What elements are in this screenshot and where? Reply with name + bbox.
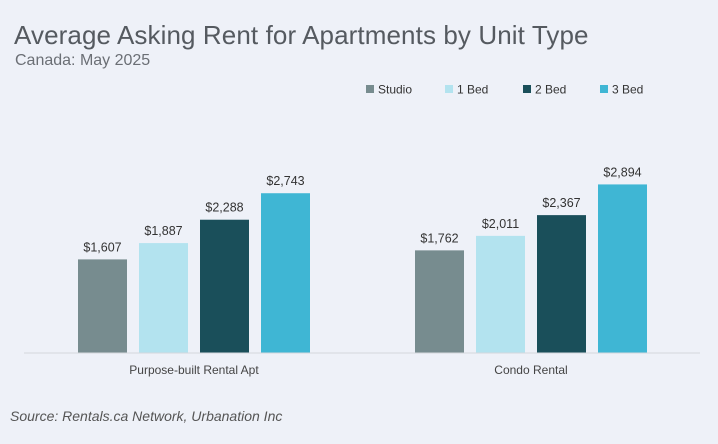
source-note: Source: Rentals.ca Network, Urbanation I… [10,408,283,424]
data-label: $1,607 [83,240,121,254]
legend-swatch-2-bed [523,85,531,93]
chart-legend: Studio 1 Bed 2 Bed 3 Bed [366,83,643,97]
bar-studio-1 [78,259,127,353]
bar-3-bed-2 [598,184,647,353]
bar-studio-2 [415,250,464,353]
legend-swatch-1-bed [445,85,453,93]
data-label: $2,011 [482,217,519,231]
bar-3-bed-1 [261,193,310,353]
data-label: $2,743 [266,174,304,188]
data-label: $1,762 [420,231,458,245]
legend-label-3-bed: 3 Bed [612,83,643,97]
data-label: $1,887 [144,224,182,238]
category-label: Condo Rental [494,363,567,377]
bar-1-bed-1 [139,243,188,353]
data-label: $2,894 [603,165,641,179]
legend-label-1-bed: 1 Bed [457,83,488,97]
legend-swatch-studio [366,85,374,93]
chart-title: Average Asking Rent for Apartments by Un… [14,20,589,50]
chart-subtitle: Canada: May 2025 [15,52,151,69]
data-label: $2,288 [205,201,243,215]
legend-label-studio: Studio [378,83,412,97]
bar-2-bed-1 [200,219,249,353]
bar-1-bed-2 [476,235,525,353]
bar-2-bed-2 [537,215,586,353]
category-labels: Purpose-built Rental Apt Condo Rental [129,363,567,377]
category-label: Purpose-built Rental Apt [129,363,259,377]
data-label: $2,367 [542,196,580,210]
bar-groups: $1,607 $1,887 $2,288 $2,743 $1,762 $2,011 $2,3… [78,165,647,353]
legend-swatch-3-bed [600,85,608,93]
legend-label-2-bed: 2 Bed [535,83,566,97]
